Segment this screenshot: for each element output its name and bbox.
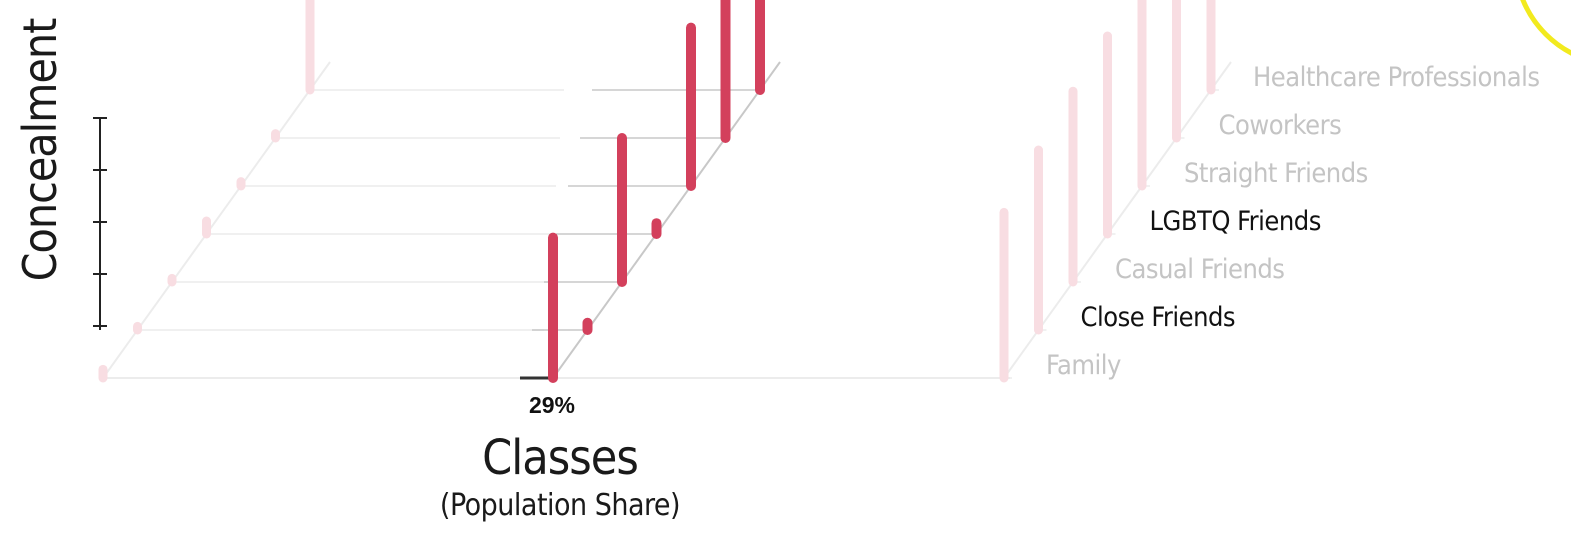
class-share-label: 29% [528,392,576,418]
x-axis-subtitle: (Population Share) [439,488,681,523]
category-label: Family [1046,350,1121,381]
bars [98,0,1216,383]
category-label: Healthcare Professionals [1253,62,1540,93]
category-label: Coworkers [1218,110,1342,141]
grid-lines [100,61,1232,380]
y-axis [93,117,107,330]
y-axis-title-box: Concealment [8,0,72,300]
category-label: Close Friends [1080,302,1236,333]
yellow-corner-marker [1520,0,1571,56]
category-label: Casual Friends [1115,254,1285,285]
category-label: Straight Friends [1184,158,1368,189]
category-label: LGBTQ Friends [1149,206,1322,237]
y-axis-title: Concealment [13,18,67,282]
x-axis-title: Classes [482,430,639,486]
x-axis-title-block: Classes (Population Share) [395,430,725,526]
